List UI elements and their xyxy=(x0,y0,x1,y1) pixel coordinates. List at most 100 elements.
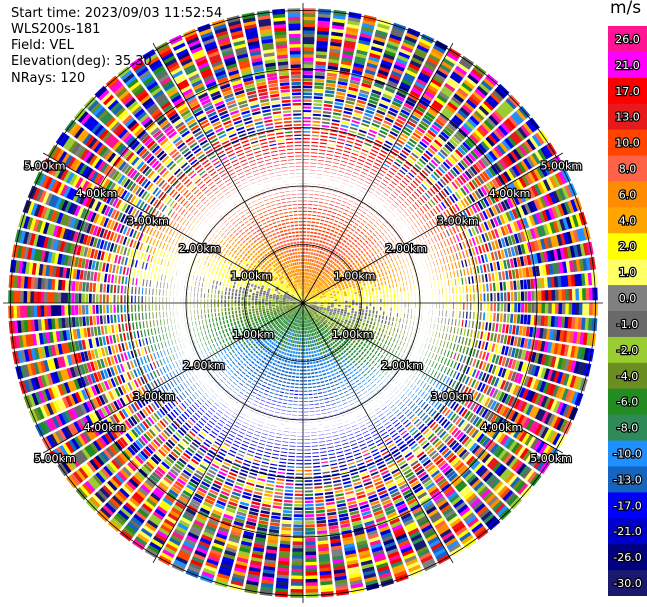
ppi-ray xyxy=(303,40,448,303)
colorbar-swatch xyxy=(608,51,647,79)
colorbar-tick-label: 2.0 xyxy=(619,240,637,253)
ppi-ray xyxy=(64,119,303,303)
ppi-ray xyxy=(290,303,303,598)
colorbar-tick-label: -13.0 xyxy=(613,473,641,486)
azimuth-line xyxy=(42,152,304,304)
ppi-ray xyxy=(117,66,303,303)
colorbar-tick-label: 26.0 xyxy=(615,33,640,46)
colorbar-swatch xyxy=(608,336,647,364)
ppi-ray xyxy=(303,303,573,435)
ppi-ray xyxy=(226,15,303,303)
ppi-ray xyxy=(303,18,392,303)
ppi-ray xyxy=(10,303,303,350)
ppi-ray xyxy=(8,290,303,303)
ppi-ray xyxy=(197,23,303,303)
range-ring-label: 2.00km xyxy=(381,359,423,372)
ppi-ray xyxy=(22,199,303,303)
colorbar-swatch xyxy=(608,311,647,338)
ppi-ray xyxy=(8,303,303,319)
colorbar-tick-label: 13.0 xyxy=(615,111,640,124)
colorbar-tick-label: 6.0 xyxy=(619,188,637,201)
ppi-ray xyxy=(11,244,303,303)
azimuth-line xyxy=(152,302,304,564)
ppi-ray xyxy=(18,214,303,303)
ppi-ray xyxy=(66,303,303,489)
ppi-ray xyxy=(303,303,523,510)
ppi-ray xyxy=(303,287,598,303)
colorbar-swatch xyxy=(608,103,647,131)
range-ring-label: 5.00km xyxy=(24,160,66,173)
range-ring-label: 4.00km xyxy=(489,187,531,200)
colorbar-swatch xyxy=(608,362,647,390)
ppi-ray xyxy=(259,303,303,597)
velocity-colorbar: 26.0 21.0 17.0 13.0 10.0 8.0 6.0 4.0 2.0 1.0 0.0 -1… xyxy=(608,26,647,596)
ppi-ray xyxy=(303,303,477,549)
range-ring-label: 4.00km xyxy=(481,421,523,434)
colorbar-swatch xyxy=(608,155,647,182)
ppi-ray xyxy=(303,226,591,303)
range-ring-label: 5.00km xyxy=(540,160,582,173)
colorbar-swatch xyxy=(608,518,647,545)
colorbar-tick-label: -30.0 xyxy=(613,577,641,590)
ppi-ray xyxy=(303,303,533,499)
colorbar-swatch xyxy=(608,259,647,286)
ppi-ray xyxy=(211,18,303,303)
ppi-ray xyxy=(23,303,303,409)
ppi-ray xyxy=(303,14,377,303)
nrays-label: NRays: 120 xyxy=(11,71,86,86)
ppi-ray xyxy=(94,85,303,303)
ppi-ray xyxy=(303,303,423,578)
ppi-ray xyxy=(40,158,303,303)
azimuth-line xyxy=(302,302,564,454)
ppi-ray xyxy=(274,303,303,598)
ppi-ray xyxy=(303,197,583,303)
range-ring-label: 1.00km xyxy=(334,270,376,283)
range-ring-label: 3.00km xyxy=(127,215,169,228)
range-ring-label: 5.00km xyxy=(34,452,76,465)
ppi-scan-plot: 1.00km 1.00km 1.00km 1.00km 2.00km 2.00km 2.00… xyxy=(3,3,603,603)
ppi-ray xyxy=(303,256,596,303)
ppi-ray xyxy=(18,303,303,395)
ppi-ray xyxy=(303,303,512,521)
ppi-ray xyxy=(241,12,303,303)
field-label: Field: VEL xyxy=(11,38,74,53)
ppi-ray xyxy=(303,117,540,303)
ppi-ray xyxy=(303,8,316,303)
ppi-ray xyxy=(303,55,474,303)
ppi-ray xyxy=(303,8,332,303)
ppi-ray xyxy=(303,142,557,303)
ppi-ray xyxy=(158,303,303,566)
colorbar-swatch xyxy=(608,544,647,571)
ppi-ray xyxy=(303,303,597,347)
ppi-ray xyxy=(105,75,303,303)
ppi-ray xyxy=(28,303,303,423)
ppi-ray xyxy=(155,41,303,303)
colorbar-tick-label: 1.0 xyxy=(619,266,637,279)
azimuth-line xyxy=(302,152,564,304)
ppi-ray xyxy=(303,303,464,557)
ppi-ray xyxy=(303,303,579,421)
colorbar-tick-label: 17.0 xyxy=(615,85,640,98)
colorbar-tick-label: -17.0 xyxy=(613,499,641,512)
colorbar-tick-label: -6.0 xyxy=(617,396,638,409)
azimuth-line xyxy=(302,42,454,304)
colorbar-swatch xyxy=(608,77,647,105)
ppi-ray xyxy=(119,303,303,542)
colorbar-tick-label: -1.0 xyxy=(617,318,638,331)
range-ring-label: 3.00km xyxy=(133,390,175,403)
ppi-ray xyxy=(27,185,303,303)
colorbar-swatch xyxy=(608,492,647,519)
ppi-ray xyxy=(256,10,303,303)
ppi-ray xyxy=(303,303,595,362)
range-ring-label: 1.00km xyxy=(233,328,275,341)
colorbar-tick-label: -26.0 xyxy=(613,551,641,564)
ppi-ray xyxy=(14,229,303,303)
ppi-ray xyxy=(303,94,521,303)
range-ring-label: 1.00km xyxy=(332,328,374,341)
range-ring-label: 2.00km xyxy=(179,242,221,255)
range-ring-label: 2.00km xyxy=(183,359,225,372)
ppi-ray xyxy=(169,34,303,303)
ppi-ray xyxy=(303,303,451,565)
azimuth-line xyxy=(42,302,304,454)
ppi-ray xyxy=(34,303,303,437)
